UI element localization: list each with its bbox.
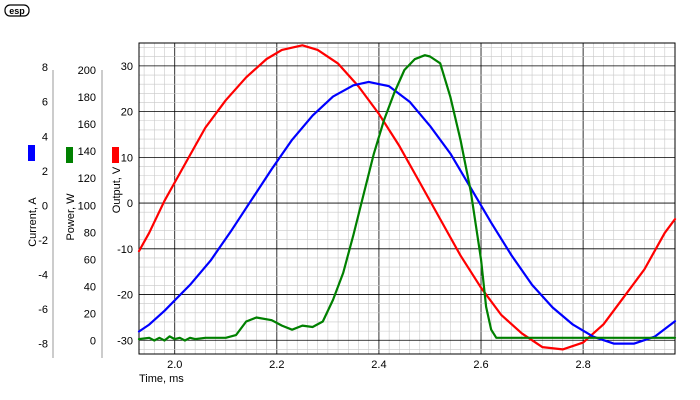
power-axis-label: Power, W xyxy=(65,193,77,241)
output-axis-ticks: 30 20 10 0 -10 -20 -30 xyxy=(117,61,133,347)
current-tick-label: 2 xyxy=(42,166,48,178)
power-tick-label: 200 xyxy=(78,65,96,77)
current-legend-swatch xyxy=(28,145,35,161)
power-tick-label: 180 xyxy=(78,92,96,104)
x-axis-label: Time, ms xyxy=(139,373,184,385)
output-legend-swatch xyxy=(112,147,119,163)
output-tick-label: 10 xyxy=(121,152,133,164)
current-tick-label: 0 xyxy=(42,200,48,212)
current-axis-ticks: 8 6 4 2 0 -2 -4 -6 -8 xyxy=(38,62,48,350)
x-tick-label: 2.4 xyxy=(371,359,386,371)
current-tick-label: 8 xyxy=(42,62,48,74)
x-tick-label: 2.0 xyxy=(167,359,182,371)
output-tick-label: -20 xyxy=(117,290,133,302)
x-tick-label: 2.6 xyxy=(473,359,488,371)
x-tick-label: 2.2 xyxy=(269,359,284,371)
power-tick-label: 40 xyxy=(84,281,96,293)
output-tick-label: 0 xyxy=(127,198,133,210)
esp-logo-frame xyxy=(4,4,30,17)
output-axis-label: Output, V xyxy=(111,166,123,213)
current-tick-label: 6 xyxy=(42,97,48,109)
power-tick-label: 120 xyxy=(78,173,96,185)
power-legend-swatch xyxy=(66,147,73,163)
current-tick-label: -2 xyxy=(38,235,48,247)
series-layer xyxy=(137,44,677,351)
power-tick-label: 80 xyxy=(84,227,96,239)
power-tick-label: 60 xyxy=(84,254,96,266)
power-series-line xyxy=(137,54,677,342)
esp-logo-text: esp xyxy=(9,6,25,16)
current-tick-label: -8 xyxy=(38,339,48,351)
current-tick-label: -4 xyxy=(38,270,48,282)
output-tick-label: -10 xyxy=(117,244,133,256)
power-axis-title: Power, W xyxy=(65,147,77,241)
x-tick-label: 2.8 xyxy=(575,359,590,371)
output-tick-label: 20 xyxy=(121,107,133,119)
esp-logo: esp xyxy=(4,4,30,17)
power-tick-label: 140 xyxy=(78,146,96,158)
power-tick-label: 20 xyxy=(84,308,96,320)
x-axis-ticks: 2.0 2.2 2.4 2.6 2.8 xyxy=(167,359,591,371)
current-axis-label: Current, A xyxy=(27,197,39,247)
power-tick-label: 100 xyxy=(78,200,96,212)
output-axis-title: Output, V xyxy=(111,147,123,213)
current-series-line xyxy=(137,80,677,345)
plot-frame xyxy=(138,42,676,355)
output-tick-label: -30 xyxy=(117,335,133,347)
output-tick-label: 30 xyxy=(121,61,133,73)
current-tick-label: 4 xyxy=(42,131,48,143)
output-series-line xyxy=(137,44,677,351)
power-tick-label: 160 xyxy=(78,119,96,131)
power-tick-label: 0 xyxy=(90,335,96,347)
current-tick-label: -6 xyxy=(38,304,48,316)
current-axis-title: Current, A xyxy=(27,145,39,247)
grid xyxy=(139,43,675,354)
